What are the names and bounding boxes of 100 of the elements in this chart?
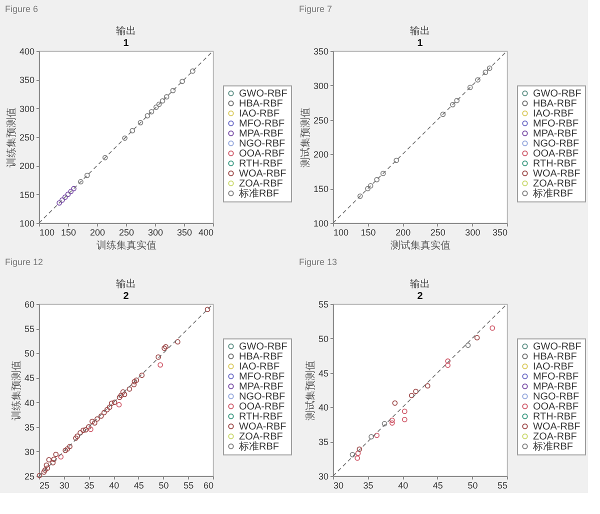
y-tick-label: 100	[19, 218, 34, 228]
x-tick-label: 50	[468, 480, 478, 490]
legend-label: RTH-RBF	[533, 158, 577, 170]
legend-label: NGO-RBF	[533, 138, 580, 150]
x-tick-label: 35	[363, 480, 374, 490]
chart-title: 输出	[410, 25, 430, 37]
x-tick-label: 25	[40, 480, 50, 490]
legend-label: MPA-RBF	[533, 381, 578, 392]
caption: Figure 6	[5, 4, 38, 14]
legend-label: MFO-RBF	[533, 118, 579, 130]
y-tick-label: 150	[313, 184, 328, 194]
chart-title: 输出	[116, 25, 136, 37]
x-tick-label: 250	[430, 228, 446, 238]
legend-label: NGO-RBF	[533, 391, 580, 402]
legend-label: GWO-RBF	[533, 88, 582, 100]
legend-label: ZOA-RBF	[239, 431, 283, 442]
y-tick-label: 150	[19, 190, 34, 200]
legend-label: RTH-RBF	[239, 158, 283, 170]
x-tick-label: 200	[90, 228, 106, 238]
legend-label: NGO-RBF	[239, 391, 286, 402]
legend-label: OOA-RBF	[533, 148, 579, 160]
x-tick-label: 40	[109, 480, 120, 490]
x-tick-label: 400	[198, 228, 214, 238]
legend-label: OOA-RBF	[239, 401, 285, 412]
legend-label: HBA-RBF	[239, 351, 283, 362]
chart-subtitle: 2	[123, 291, 130, 302]
legend-label: 标准RBF	[238, 187, 279, 200]
legend-label: OOA-RBF	[239, 148, 285, 160]
y-tick-label: 25	[24, 472, 34, 482]
legend-label: RTH-RBF	[239, 411, 283, 422]
legend-label: HBA-RBF	[533, 351, 577, 362]
legend-label: HBA-RBF	[533, 98, 577, 110]
x-tick-label: 40	[398, 480, 408, 490]
legend-label: WOA-RBF	[239, 421, 286, 432]
legend-label: OOA-RBF	[533, 401, 579, 412]
x-tick-label: 100	[334, 228, 349, 238]
x-tick-label: 150	[60, 228, 76, 238]
y-axis-title: 训练集预测值	[10, 360, 22, 420]
y-tick-label: 35	[318, 437, 328, 448]
y-tick-label: 45	[318, 368, 328, 378]
y-tick-label: 50	[24, 348, 34, 359]
legend-label: MPA-RBF	[239, 381, 284, 392]
y-tick-label: 300	[19, 104, 34, 114]
x-tick-label: 250	[118, 228, 134, 238]
y-tick-label: 200	[19, 161, 34, 172]
y-tick-label: 60	[24, 300, 34, 310]
x-axis-title: 测试集真实值	[390, 240, 450, 252]
x-tick-label: 100	[40, 228, 55, 238]
y-tick-label: 55	[24, 324, 34, 334]
x-tick-label: 45	[432, 480, 443, 490]
x-tick-label: 35	[84, 480, 94, 490]
chart-subtitle: 1	[123, 38, 130, 49]
legend-label: GWO-RBF	[533, 341, 582, 352]
y-tick-label: 50	[318, 334, 328, 344]
x-axis-title: 训练集真实值	[96, 240, 156, 252]
legend-label: IAO-RBF	[239, 361, 280, 372]
legend-label: MPA-RBF	[239, 128, 284, 140]
caption: Figure 13	[299, 257, 338, 267]
x-tick-label: 60	[203, 480, 214, 490]
legend-label: WOA-RBF	[533, 168, 580, 180]
y-axis-title: 测试集预测值	[299, 108, 312, 168]
x-tick-label: 55	[184, 480, 194, 490]
legend-label: IAO-RBF	[533, 361, 574, 372]
legend-label: MPA-RBF	[533, 128, 578, 140]
legend-label: ZOA-RBF	[533, 178, 577, 190]
legend-label: WOA-RBF	[533, 421, 580, 432]
legend-label: IAO-RBF	[533, 108, 574, 120]
legend-label: ZOA-RBF	[533, 431, 577, 442]
chart-subtitle: 2	[417, 291, 424, 302]
x-tick-label: 50	[158, 480, 169, 490]
y-axis-title: 训练集预测值	[5, 108, 18, 168]
legend-label: RTH-RBF	[533, 411, 577, 422]
x-tick-label: 350	[492, 228, 508, 238]
legend-label: ZOA-RBF	[239, 178, 283, 190]
y-tick-label: 55	[318, 300, 328, 310]
x-tick-label: 350	[176, 228, 192, 238]
caption: Figure 7	[299, 4, 332, 14]
y-tick-label: 40	[318, 402, 328, 413]
y-axis-title: 测试集预测值	[304, 360, 316, 420]
y-tick-label: 350	[19, 75, 34, 86]
chart-subtitle: 1	[417, 38, 424, 49]
y-tick-label: 250	[313, 115, 328, 126]
legend-label: NGO-RBF	[239, 138, 286, 150]
y-tick-label: 30	[24, 446, 34, 457]
legend-label: 标准RBF	[238, 440, 279, 452]
x-tick-label: 300	[465, 228, 480, 238]
y-tick-label: 40	[24, 398, 34, 408]
y-tick-label: 30	[318, 472, 328, 482]
legend-label: MFO-RBF	[239, 118, 285, 130]
x-tick-label: 55	[497, 480, 508, 490]
y-tick-label: 200	[313, 150, 328, 160]
chart-title: 输出	[410, 278, 430, 290]
x-tick-label: 30	[59, 480, 70, 490]
caption: Figure 12	[5, 257, 44, 267]
legend-label: 标准RBF	[532, 440, 573, 452]
chart-title: 输出	[116, 278, 136, 290]
y-tick-label: 100	[313, 218, 328, 228]
x-tick-label: 45	[134, 480, 144, 490]
legend-label: HBA-RBF	[239, 98, 283, 110]
legend-label: MFO-RBF	[239, 371, 285, 382]
